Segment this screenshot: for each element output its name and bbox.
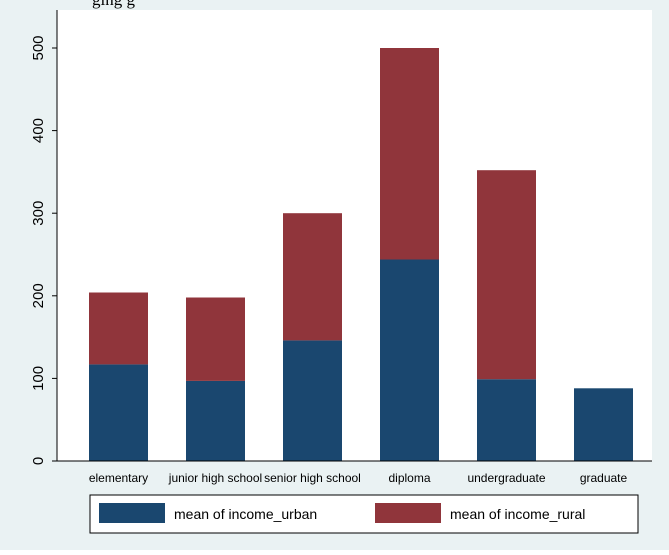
plot-area	[57, 10, 652, 461]
x-tick-label: senior high school	[264, 471, 361, 485]
x-axis: elementary junior high school senior high …	[57, 460, 652, 485]
bar-urban-4	[477, 379, 536, 461]
y-tick-label: 0	[30, 457, 47, 465]
bar-rural-3	[380, 48, 439, 260]
y-tick-label: 100	[30, 366, 47, 391]
bar-rural-0	[89, 292, 148, 365]
bar-urban-2	[283, 340, 342, 461]
bar-urban-5	[574, 388, 633, 461]
x-tick-label: elementary	[89, 471, 148, 485]
x-tick-label: diploma	[388, 471, 430, 485]
y-tick-label: 400	[30, 118, 47, 143]
bar-urban-3	[380, 259, 439, 461]
bar-urban-0	[89, 364, 148, 461]
x-tick-label: graduate	[580, 471, 628, 485]
bar-rural-2	[283, 213, 342, 341]
y-tick-label: 200	[30, 283, 47, 308]
y-tick-label: 500	[30, 35, 47, 60]
legend-swatch-urban	[99, 503, 165, 523]
bar-urban-1	[186, 380, 245, 461]
legend-box	[89, 494, 639, 534]
legend-swatch-rural	[375, 503, 441, 523]
y-axis: 0 100 200 300 400 500	[30, 10, 58, 465]
x-tick-label: junior high school	[168, 471, 262, 485]
x-tick-label: undergraduate	[467, 471, 545, 485]
bar-rural-4	[477, 170, 536, 380]
bar-rural-1	[186, 297, 245, 381]
bars-group	[89, 48, 633, 461]
legend: mean of income_urban mean of income_rura…	[89, 494, 639, 534]
legend-label-rural: mean of income_rural	[450, 506, 585, 522]
y-tick-label: 300	[30, 201, 47, 226]
legend-label-urban: mean of income_urban	[174, 506, 317, 522]
top-caption: ging g	[92, 0, 135, 11]
